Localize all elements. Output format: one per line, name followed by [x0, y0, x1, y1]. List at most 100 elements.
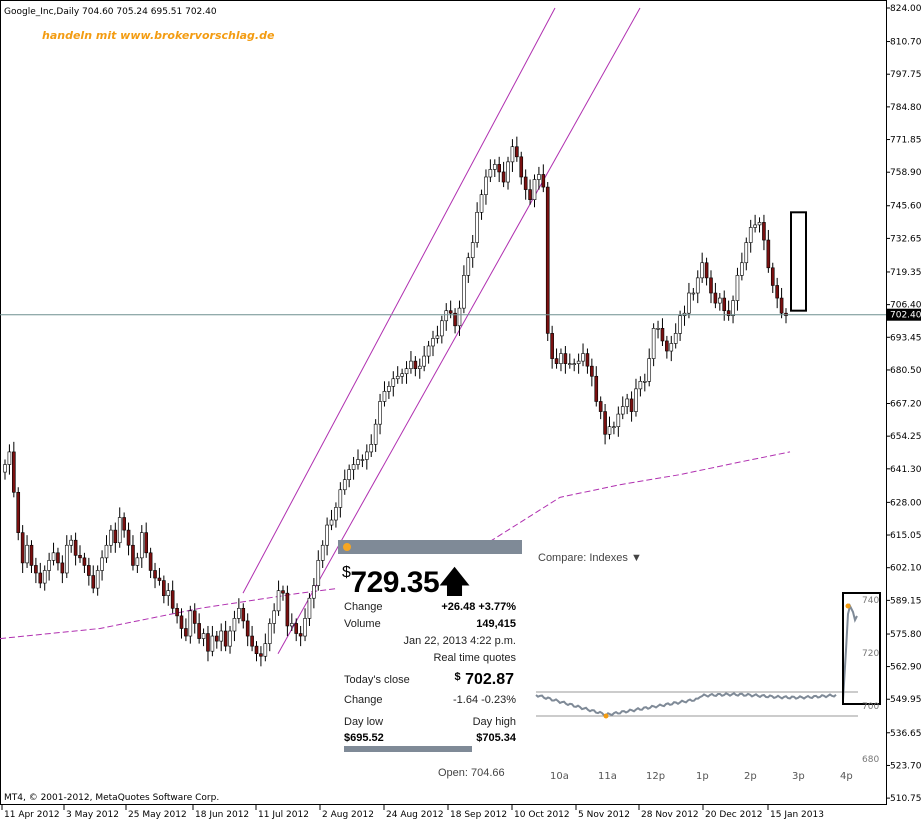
volume-row: Volume 149,415 [344, 618, 516, 630]
candle [272, 603, 276, 634]
candle [316, 550, 321, 591]
candle-body [484, 176, 488, 195]
y-tick-label: 641.30 [890, 465, 922, 475]
candle [20, 525, 25, 573]
candle-body [607, 426, 612, 435]
candle-body [254, 645, 259, 655]
candle-body [144, 532, 148, 554]
x-axis: 11 Apr 2012 3 May 2012 25 May 2012 18 Jun 2… [1, 805, 824, 820]
compare-x-label: 4p [840, 771, 853, 782]
candle [581, 343, 585, 367]
candle [506, 156, 510, 190]
y-tick-label: 693.45 [890, 333, 922, 343]
candle-body [369, 444, 374, 453]
y-tick-label: 589.15 [890, 596, 922, 606]
candle-body [42, 570, 47, 584]
candle-body [779, 297, 784, 314]
x-tick-label: 10 Oct 2012 [514, 810, 570, 820]
candle [519, 151, 524, 185]
candle-body [510, 146, 515, 163]
candle-body [7, 451, 12, 465]
candle [144, 522, 148, 558]
candle [117, 507, 122, 548]
candle-body [117, 517, 122, 544]
candle-body [95, 570, 100, 589]
candle-body [378, 401, 382, 425]
candle-body [594, 375, 599, 402]
candle-body [320, 544, 325, 561]
day-range-bar [344, 746, 472, 752]
candle [620, 396, 625, 420]
candle [69, 535, 73, 553]
candle [740, 252, 744, 281]
candle-body [656, 328, 660, 330]
candle [704, 257, 709, 286]
compare-y-label: 720 [862, 649, 879, 659]
candle [232, 610, 237, 642]
candle-body [726, 310, 731, 317]
candle-body [435, 335, 440, 339]
candle [298, 625, 303, 647]
candle-body [762, 222, 766, 241]
candle [373, 419, 378, 452]
candle-body [316, 560, 321, 586]
candle [382, 381, 387, 407]
candle [532, 174, 537, 208]
candle-body [404, 368, 409, 375]
candle [779, 287, 784, 319]
candle-body [87, 565, 91, 576]
candle [201, 628, 206, 647]
candle-body [290, 623, 294, 627]
compare-dropdown[interactable]: Compare: Indexes ▼ [538, 552, 642, 564]
candle-body [188, 610, 193, 637]
x-tick-label: 11 Jul 2012 [258, 810, 309, 820]
quote-panel-header [338, 540, 522, 554]
y-tick-label: 575.80 [890, 630, 922, 640]
candle [153, 562, 157, 589]
candle-body [184, 628, 188, 637]
candle-body [259, 653, 263, 657]
rectangle-object[interactable] [790, 211, 807, 312]
compare-x-label: 3p [792, 771, 805, 782]
candle [210, 625, 215, 657]
candle [431, 330, 435, 357]
candle [651, 323, 656, 367]
candle-body [303, 618, 307, 637]
y-tick-label: 810.70 [890, 38, 922, 48]
candle [351, 456, 356, 480]
candle [175, 603, 179, 624]
y-tick-label: 758.90 [890, 168, 922, 178]
candle [409, 351, 413, 374]
candle-body [413, 360, 418, 369]
candle [139, 525, 144, 568]
candle-body [373, 423, 378, 445]
candle-body [78, 555, 82, 559]
candle-body [515, 146, 519, 158]
candle [598, 396, 603, 420]
compare-x-label: 12p [646, 771, 665, 782]
compare-x-label: 1p [696, 771, 709, 782]
copyright-text: MT4, © 2001-2012, MetaQuotes Software Co… [4, 793, 219, 803]
compare-chart: 740 720 700 680 10a 11a 12p 1p 2p 3p 4p [497, 592, 881, 782]
candle-body [281, 590, 285, 594]
candle-body [492, 164, 497, 170]
candle [369, 434, 374, 457]
compare-y-label: 740 [862, 596, 879, 606]
candle [541, 164, 546, 193]
candle-body [60, 562, 65, 574]
candle [537, 166, 541, 190]
candle-body [122, 517, 126, 531]
candle [34, 557, 38, 584]
compare-high-marker [845, 603, 851, 609]
candle-body [545, 186, 550, 334]
candle [545, 182, 550, 341]
candle-body [700, 262, 704, 279]
candle [687, 282, 691, 319]
candle-body [753, 224, 757, 228]
candle-body [365, 451, 369, 460]
candle [263, 633, 268, 662]
candle-body [488, 169, 493, 178]
candle [612, 421, 616, 435]
candle-body [440, 320, 444, 337]
